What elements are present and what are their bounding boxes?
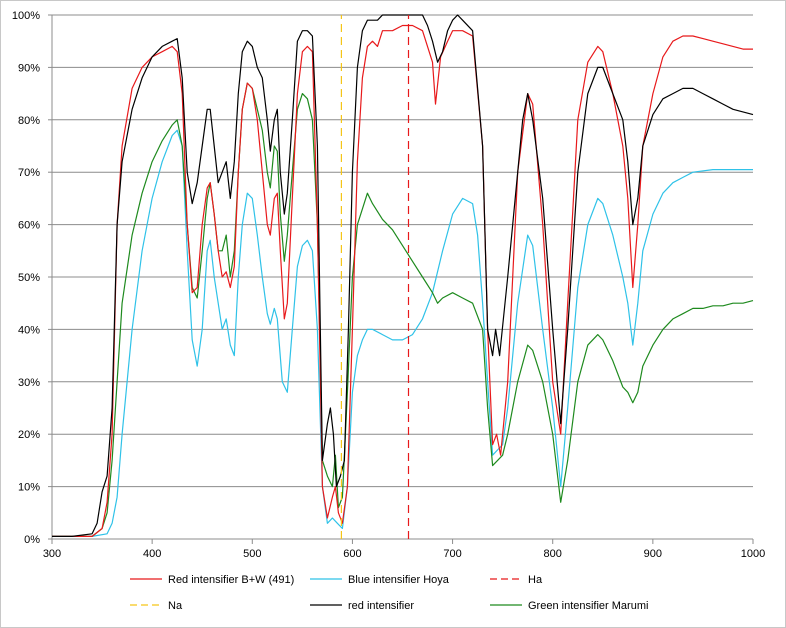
- x-tick-label: 500: [243, 548, 261, 560]
- legend-label: Blue intensifier Hoya: [348, 574, 450, 586]
- y-tick-label: 60%: [18, 220, 40, 232]
- x-tick-label: 700: [443, 548, 461, 560]
- y-tick-label: 10%: [18, 482, 40, 494]
- x-tick-label: 600: [343, 548, 361, 560]
- y-tick-label: 40%: [18, 324, 40, 336]
- y-tick-label: 20%: [18, 429, 40, 441]
- y-tick-label: 30%: [18, 377, 40, 389]
- legend: Red intensifier B+W (491) Blue intensifie…: [130, 574, 648, 612]
- series-lines: [52, 14, 754, 539]
- legend-label: Ha: [528, 574, 543, 586]
- x-tick-label: 800: [544, 548, 562, 560]
- legend-label: Na: [168, 600, 183, 612]
- y-tick-label: 70%: [18, 167, 40, 179]
- legend-label: red intensifier: [348, 600, 414, 612]
- legend-label: Red intensifier B+W (491): [168, 574, 294, 586]
- y-tick-label: 80%: [18, 115, 40, 127]
- gridlines: [52, 14, 753, 540]
- y-tick-label: 0%: [24, 534, 40, 546]
- axes: 0% 10% 20% 30% 40% 50% 60% 70% 80% 90% 100% 300 400 5…: [12, 10, 765, 560]
- series-line-red-intensifier-b-w-491: [52, 24, 753, 537]
- x-tick-label: 400: [143, 548, 161, 560]
- x-tick-label: 300: [43, 548, 61, 560]
- x-tick-label: 1000: [741, 548, 765, 560]
- legend-label: Green intensifier Marumi: [528, 600, 648, 612]
- y-tick-label: 90%: [18, 62, 40, 74]
- x-tick-label: 900: [644, 548, 662, 560]
- y-tick-label: 50%: [18, 272, 40, 284]
- y-tick-label: 100%: [12, 10, 40, 22]
- series-line-red-intensifier: [52, 14, 754, 537]
